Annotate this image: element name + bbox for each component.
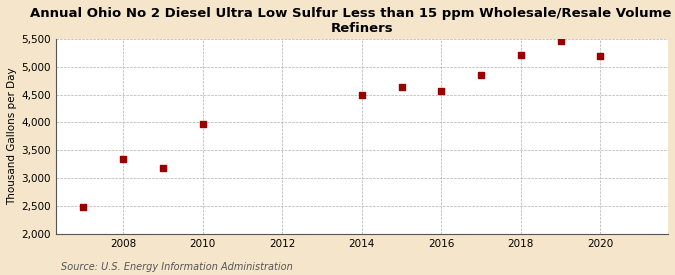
Point <box>118 157 129 161</box>
Point <box>516 53 526 57</box>
Y-axis label: Thousand Gallons per Day: Thousand Gallons per Day <box>7 68 17 205</box>
Point <box>78 204 89 209</box>
Point <box>396 85 407 89</box>
Point <box>595 54 606 58</box>
Point <box>157 166 168 170</box>
Point <box>476 73 487 77</box>
Text: Source: U.S. Energy Information Administration: Source: U.S. Energy Information Administ… <box>61 262 292 272</box>
Title: Annual Ohio No 2 Diesel Ultra Low Sulfur Less than 15 ppm Wholesale/Resale Volum: Annual Ohio No 2 Diesel Ultra Low Sulfur… <box>30 7 675 35</box>
Point <box>356 93 367 97</box>
Point <box>556 38 566 43</box>
Point <box>436 89 447 94</box>
Point <box>197 122 208 126</box>
